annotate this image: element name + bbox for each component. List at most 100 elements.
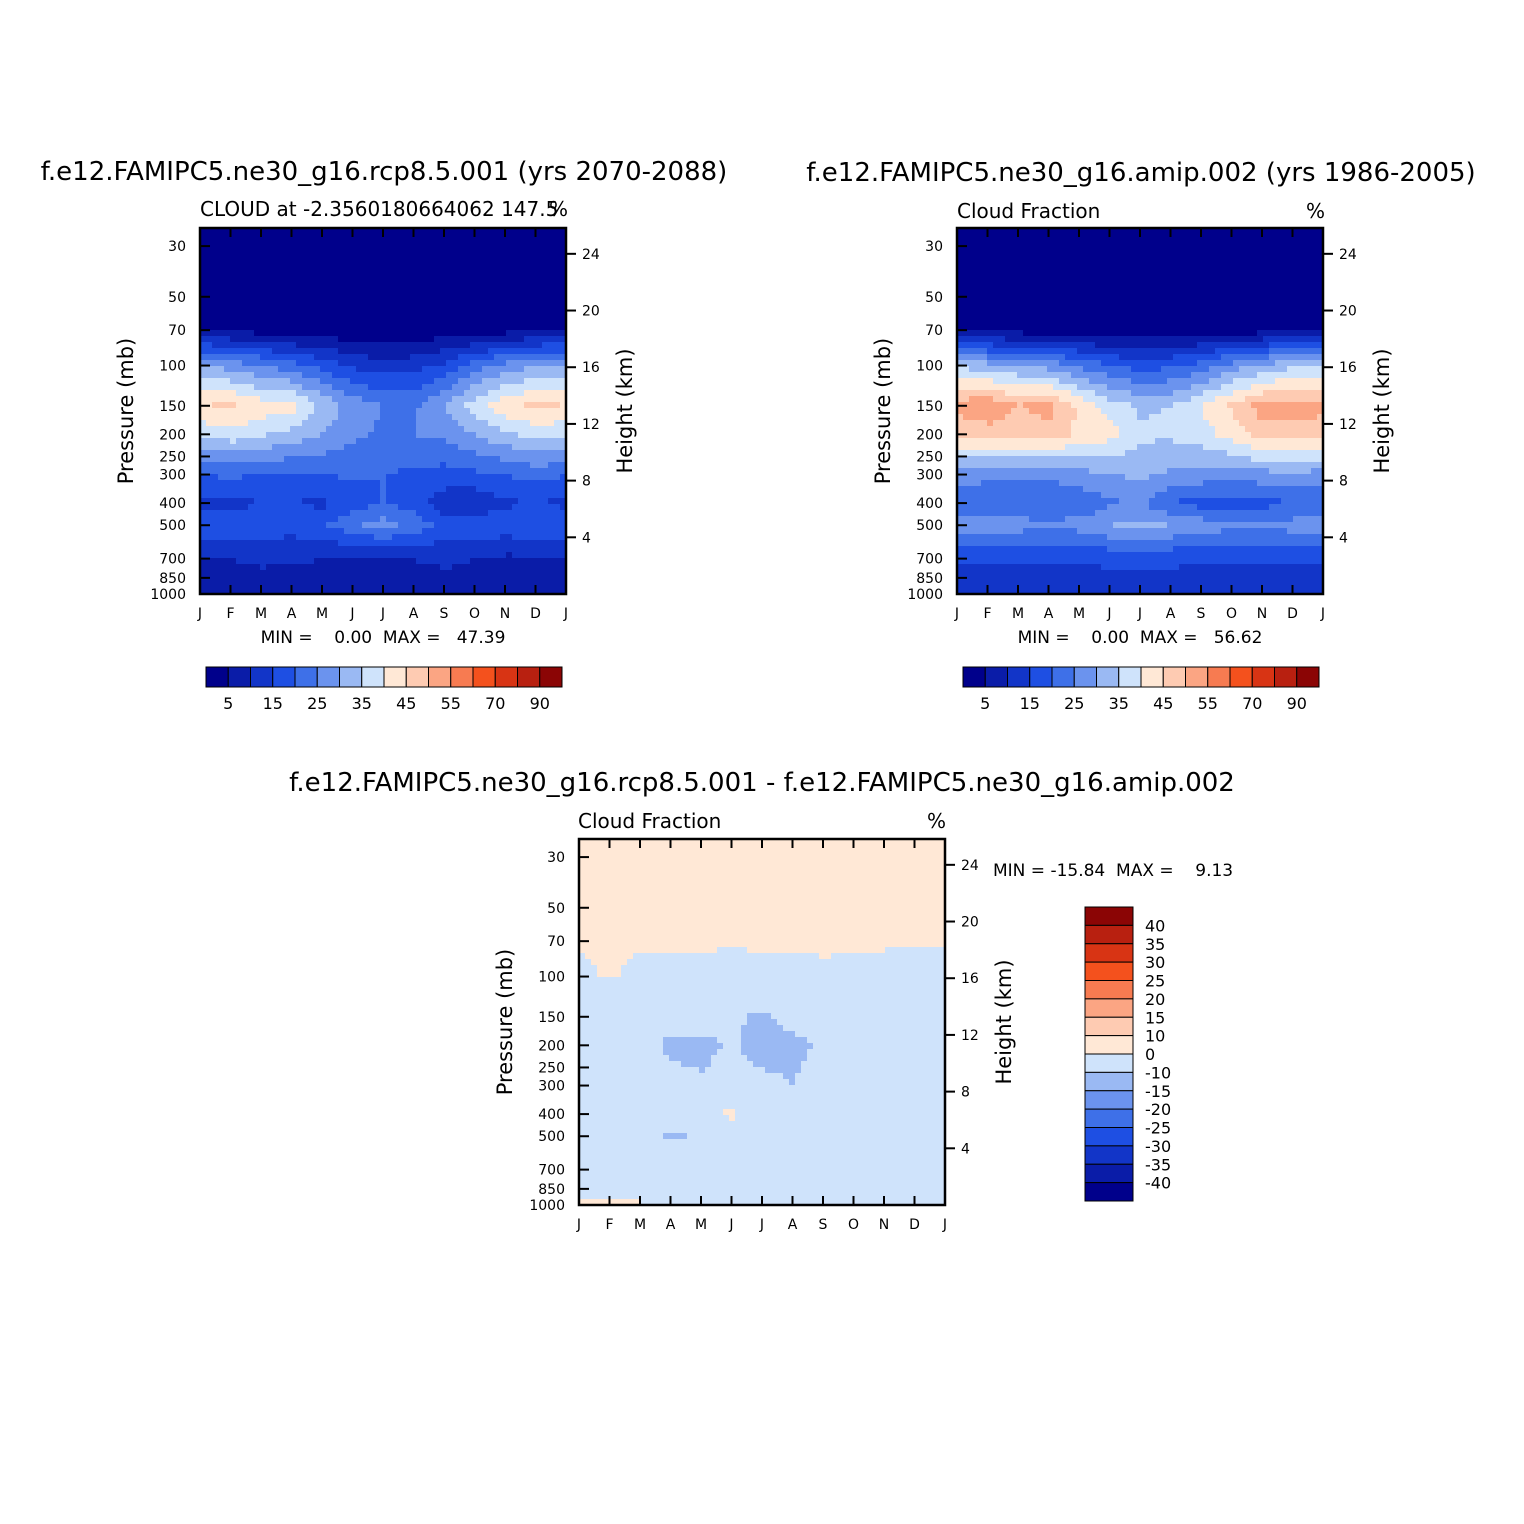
contour-cell (536, 474, 543, 481)
contour-cell (278, 282, 285, 289)
contour-cell (422, 468, 429, 475)
contour-cell (416, 516, 423, 523)
contour-cell (470, 324, 477, 331)
contour-cell (1113, 264, 1120, 271)
contour-cell (392, 546, 399, 553)
contour-cell (560, 402, 567, 409)
contour-cell (512, 456, 519, 463)
contour-cell (350, 570, 357, 577)
contour-cell (416, 414, 423, 421)
contour-cell (206, 510, 213, 517)
contour-cell (410, 300, 417, 307)
contour-cell (260, 510, 267, 517)
contour-cell (242, 366, 249, 373)
contour-cell (422, 336, 429, 343)
contour-cell (1017, 264, 1024, 271)
contour-cell (332, 570, 339, 577)
contour-cell (464, 498, 471, 505)
contour-cell (338, 558, 345, 565)
contour-cell (404, 306, 411, 313)
contour-cell (260, 516, 267, 523)
contour-cell (266, 258, 273, 265)
contour-cell (560, 498, 567, 505)
contour-cell (302, 366, 309, 373)
contour-cell (356, 504, 363, 511)
contour-cell (446, 516, 453, 523)
contour-cell (494, 474, 501, 481)
contour-cell (1251, 246, 1258, 253)
contour-cell (410, 552, 417, 559)
contour-cell (488, 360, 495, 367)
contour-cell (1119, 276, 1126, 283)
contour-cell (272, 534, 279, 541)
contour-cell (458, 450, 465, 457)
contour-cell (242, 270, 249, 277)
contour-cell (464, 330, 471, 337)
contour-cell (230, 444, 237, 451)
contour-cell (1209, 282, 1216, 289)
contour-cell (446, 348, 453, 355)
contour-cell (260, 546, 267, 553)
contour-cell (446, 384, 453, 391)
contour-cell (1251, 234, 1258, 241)
contour-cell (260, 570, 267, 577)
contour-cell (482, 474, 489, 481)
contour-cell (975, 240, 982, 247)
contour-cell (416, 390, 423, 397)
contour-cell (530, 534, 537, 541)
contour-cell (344, 546, 351, 553)
contour-cell (206, 252, 213, 259)
contour-cell (1035, 336, 1042, 343)
contour-cell (308, 552, 315, 559)
contour-cell (530, 492, 537, 499)
x-tick-label: J (197, 606, 202, 622)
contour-cell (398, 498, 405, 505)
contour-cell (308, 486, 315, 493)
contour-cell (206, 540, 213, 547)
contour-cell (1269, 300, 1276, 307)
contour-cell (272, 258, 279, 265)
contour-cell (482, 444, 489, 451)
contour-cell (494, 396, 501, 403)
contour-cell (500, 570, 507, 577)
contour-cell (326, 522, 333, 529)
contour-cell (236, 486, 243, 493)
contour-cell (969, 246, 976, 253)
contour-cell (230, 324, 237, 331)
contour-cell (1197, 252, 1204, 259)
contour-cell (302, 456, 309, 463)
contour-cell (1287, 228, 1294, 235)
contour-cell (278, 546, 285, 553)
contour-cell (524, 360, 531, 367)
contour-cell (494, 456, 501, 463)
contour-cell (350, 270, 357, 277)
contour-cell (404, 444, 411, 451)
contour-cell (1041, 330, 1048, 337)
contour-cell (230, 306, 237, 313)
contour-cell (266, 228, 273, 235)
contour-cell (440, 468, 447, 475)
contour-cell (416, 510, 423, 517)
contour-cell (1005, 330, 1012, 337)
contour-cell (224, 294, 231, 301)
contour-cell (1047, 324, 1054, 331)
contour-cell (254, 516, 261, 523)
contour-cell (278, 570, 285, 577)
contour-cell (230, 264, 237, 271)
contour-cell (266, 408, 273, 415)
contour-cell (1095, 252, 1102, 259)
contour-cell (230, 240, 237, 247)
contour-cell (458, 552, 465, 559)
contour-cell (392, 246, 399, 253)
contour-cell (392, 540, 399, 547)
contour-cell (530, 270, 537, 277)
contour-cell (512, 306, 519, 313)
contour-cell (254, 384, 261, 391)
contour-cell (1155, 312, 1162, 319)
contour-cell (320, 588, 327, 595)
contour-cell (344, 510, 351, 517)
contour-cell (308, 234, 315, 241)
contour-cell (476, 318, 483, 325)
contour-cell (1065, 318, 1072, 325)
contour-cell (224, 546, 231, 553)
